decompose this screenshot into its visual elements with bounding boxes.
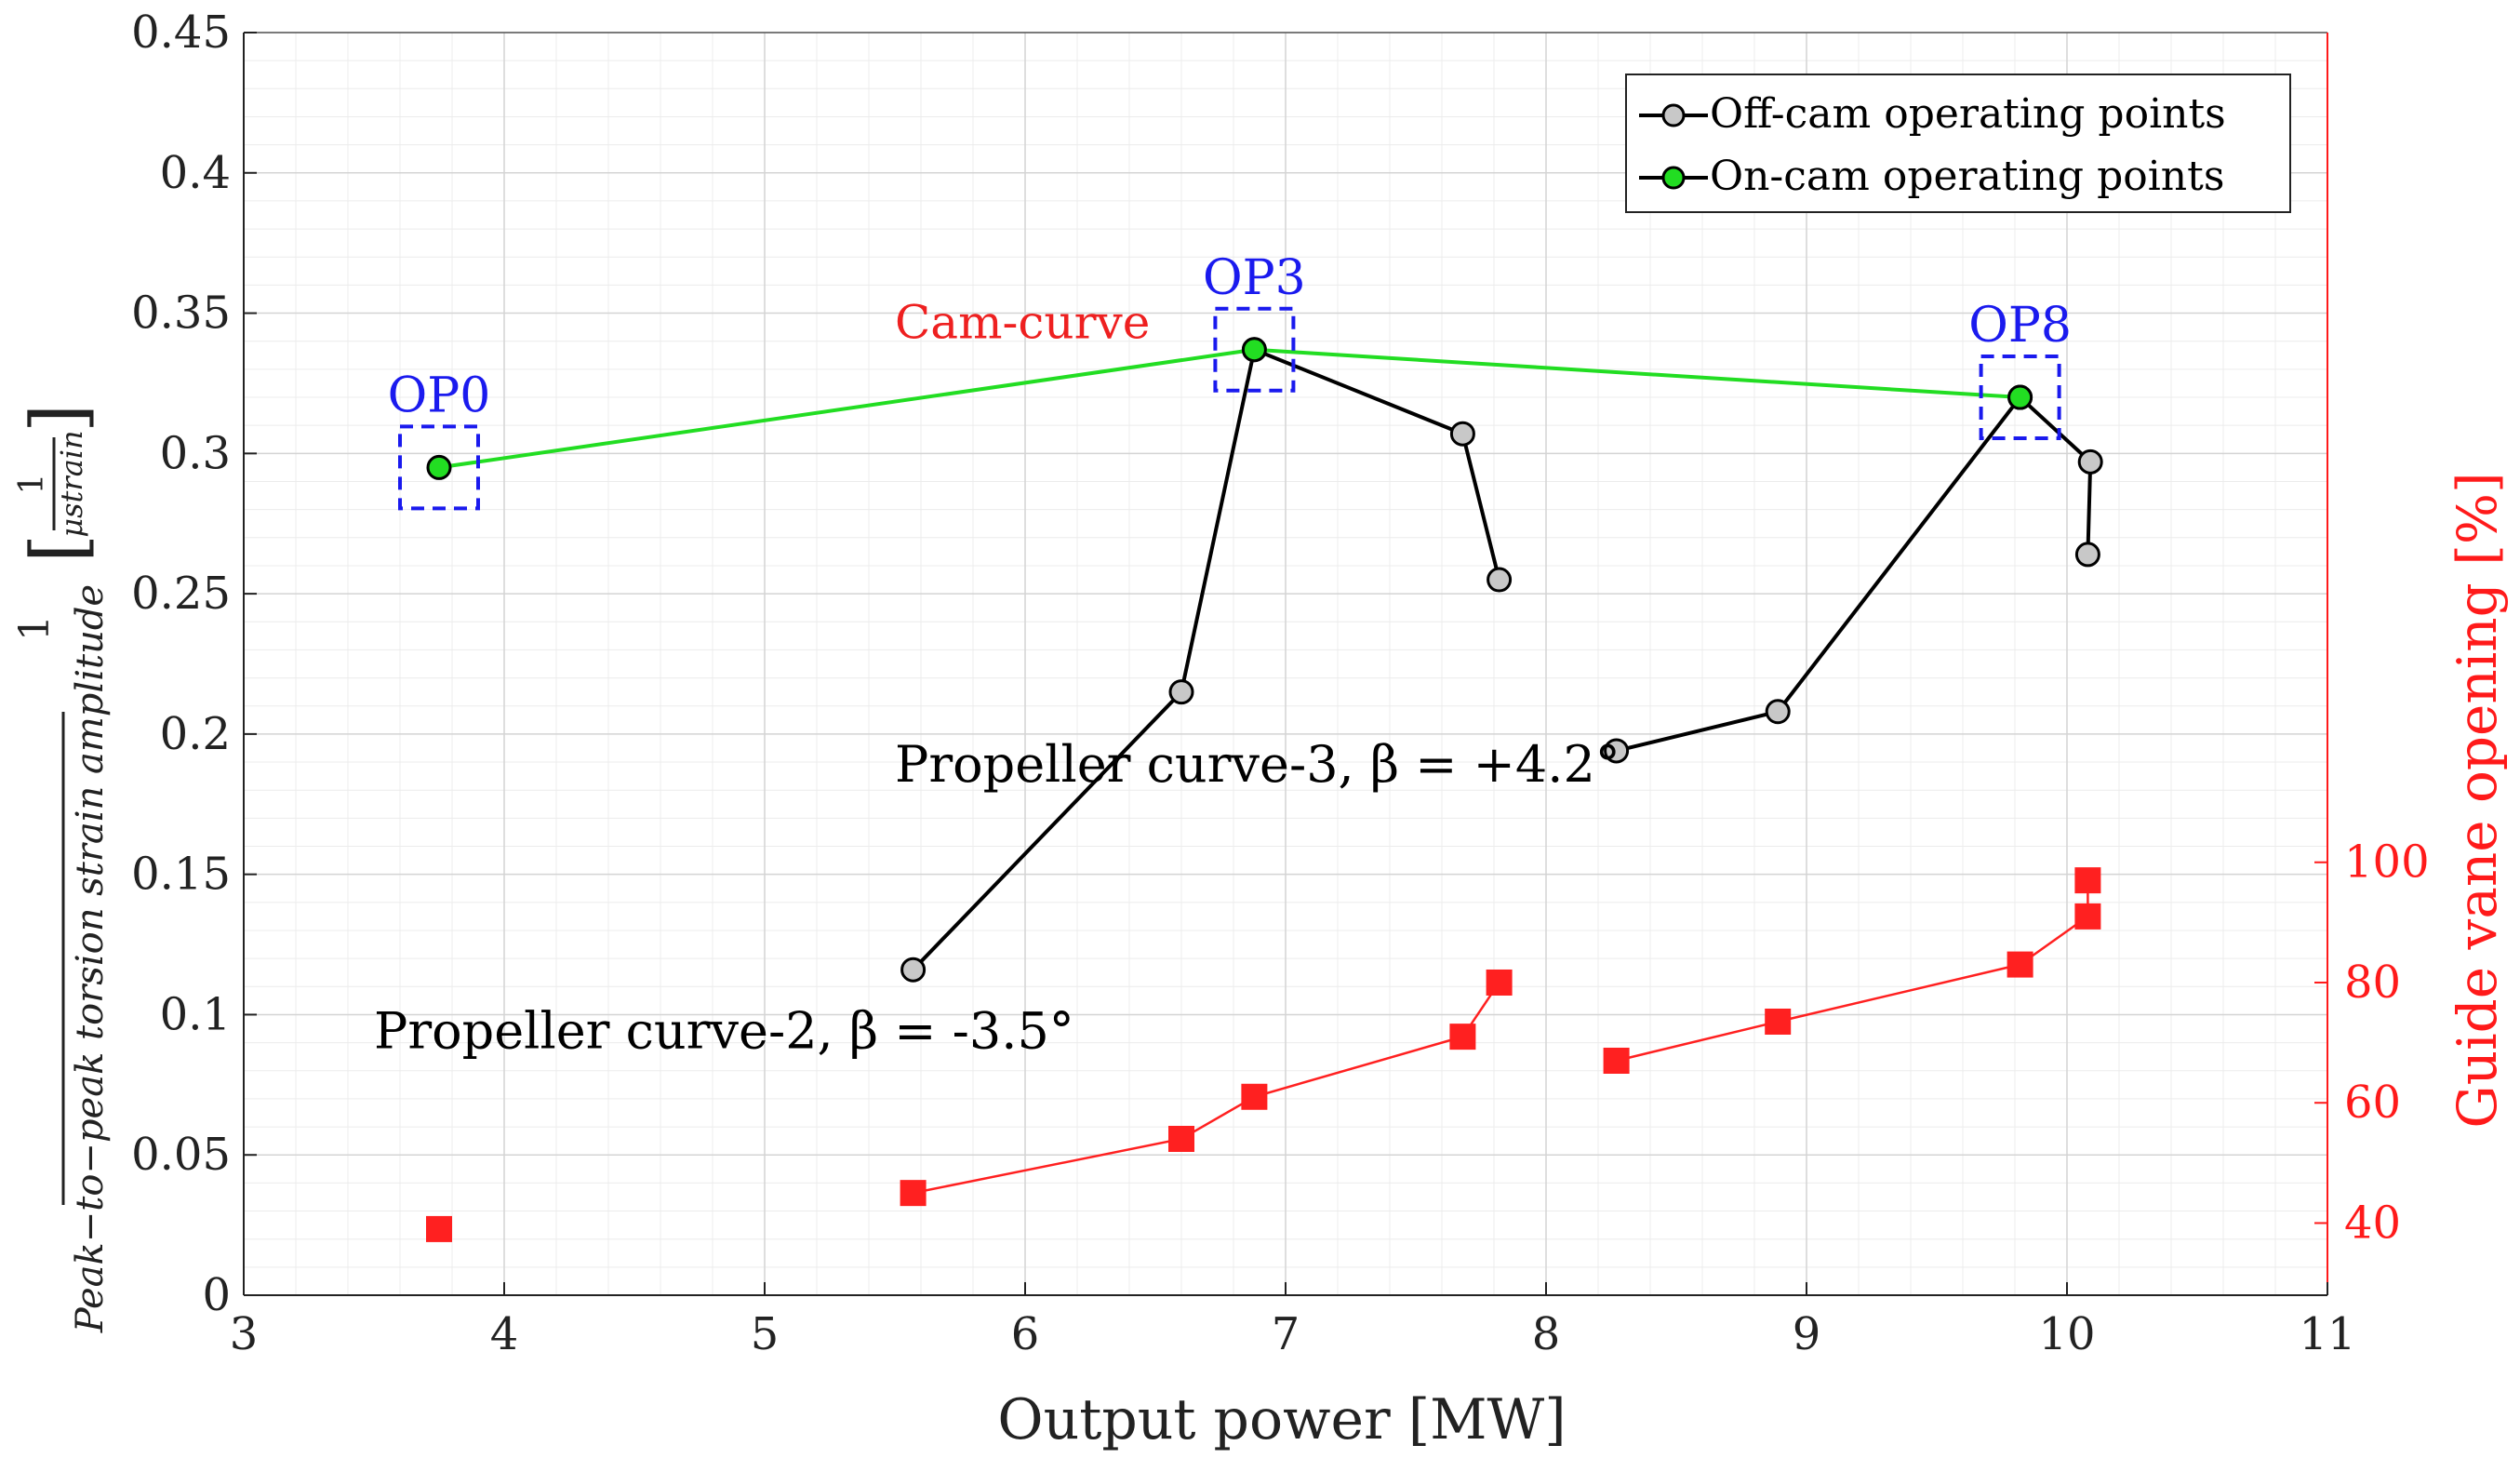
legend-label-on-cam: On-cam operating points bbox=[1710, 153, 2224, 200]
gvo-marker-4-0 bbox=[1603, 1047, 1630, 1074]
legend-marker-on-cam bbox=[1661, 166, 1686, 190]
legend-entry-on-cam: On-cam operating points bbox=[1639, 153, 2224, 200]
op-marker-0-4 bbox=[1487, 567, 1513, 593]
y-label-unit-denominator: μstrain bbox=[54, 430, 89, 537]
op-highlight-box-op0 bbox=[398, 424, 480, 511]
y-tick-label: 0.2 bbox=[160, 708, 231, 760]
series-layer bbox=[426, 337, 2103, 1242]
annotation-layer: OP0 OP3 OP8 Cam-curve Propeller curve-2, β =… bbox=[374, 250, 2072, 1061]
op-marker-1-0 bbox=[1604, 738, 1630, 764]
legend-box bbox=[1625, 74, 2291, 213]
gvo-marker-3-4 bbox=[1486, 969, 1513, 996]
y-tick-label: 0.45 bbox=[131, 7, 231, 59]
y-tick-label: 0.3 bbox=[160, 427, 231, 479]
op-marker-0-1 bbox=[1168, 679, 1194, 705]
x-tick-label: 11 bbox=[2299, 1308, 2355, 1360]
legend-label-off-cam: Off-cam operating points bbox=[1710, 90, 2226, 138]
y-axis-label: 1 Peak−to−peak torsion strain amplitude … bbox=[11, 404, 112, 1333]
op-label-op3: OP3 bbox=[1203, 250, 1306, 306]
y2-tick-label: 60 bbox=[2344, 1077, 2401, 1129]
y-label-fraction-denominator: Peak−to−peak torsion strain amplitude bbox=[69, 584, 112, 1333]
y-tick-label: 0.1 bbox=[160, 988, 231, 1040]
gvo-marker-4-3 bbox=[2074, 903, 2101, 930]
gvo-marker-4-1 bbox=[1765, 1008, 1792, 1035]
y-tick-label: 0.25 bbox=[131, 568, 231, 620]
y-label-bracket-left: [ bbox=[15, 534, 101, 563]
op-marker-0-3 bbox=[1449, 421, 1475, 447]
annotation-text-3: Cam-curve bbox=[895, 296, 1150, 350]
legend: Off-cam operating points On-cam operatin… bbox=[1625, 74, 2291, 213]
x-tick-label: 8 bbox=[1532, 1308, 1561, 1360]
y2-tick-label: 100 bbox=[2344, 836, 2430, 889]
y-tick-label: 0.05 bbox=[131, 1129, 231, 1181]
op-marker-0-0 bbox=[900, 957, 927, 983]
y-label-bracket-right: ] bbox=[15, 404, 101, 433]
x-tick-label: 3 bbox=[230, 1308, 259, 1360]
op-marker-2-2 bbox=[2007, 384, 2033, 410]
gvo-marker-3-3 bbox=[1449, 1024, 1476, 1050]
y-tick-label: 0.4 bbox=[160, 147, 231, 199]
y-label-fraction-numerator: 1 bbox=[11, 615, 59, 641]
op-marker-2-1 bbox=[1241, 337, 1267, 363]
x-tick-label: 4 bbox=[490, 1308, 519, 1360]
x-tick-label: 6 bbox=[1011, 1308, 1040, 1360]
x-tick-label: 7 bbox=[1272, 1308, 1300, 1360]
legend-entry-off-cam: Off-cam operating points bbox=[1639, 90, 2226, 138]
op-marker-1-4 bbox=[2074, 542, 2100, 568]
op-label-op0: OP0 bbox=[388, 368, 491, 423]
legend-marker-off-cam bbox=[1661, 103, 1686, 127]
annotation-text-4: Propeller curve-2, β = -3.5° bbox=[374, 1002, 1074, 1061]
x-tick-label: 10 bbox=[2038, 1308, 2095, 1360]
op-marker-1-1 bbox=[1765, 699, 1791, 725]
annotation-text-5: Propeller curve-3, β = +4.2° bbox=[895, 735, 1620, 794]
gvo-marker-3-0 bbox=[900, 1180, 927, 1207]
axes-layer: 3 4 5 6 7 8 9 10 11 0 0.05 0.1 0.15 0.2 0.25 0.3 0.35 0.4… bbox=[131, 7, 2430, 1360]
gvo-marker-3-1 bbox=[1168, 1125, 1194, 1152]
op-marker-2-0 bbox=[426, 454, 452, 480]
gvo-marker-5-0 bbox=[426, 1215, 452, 1242]
op-label-op8: OP8 bbox=[1968, 298, 2072, 354]
op-highlight-box-op8 bbox=[1979, 355, 2061, 441]
x-tick-label: 5 bbox=[751, 1308, 780, 1360]
op-marker-1-3 bbox=[2077, 448, 2103, 475]
y2-tick-label: 40 bbox=[2344, 1197, 2401, 1249]
x-axis-label: Output power [MW] bbox=[997, 1387, 1566, 1452]
y-tick-label: 0.35 bbox=[131, 288, 231, 340]
x-tick-label: 9 bbox=[1793, 1308, 1821, 1360]
gvo-marker-4-4 bbox=[2074, 867, 2101, 894]
y2-tick-label: 80 bbox=[2344, 957, 2401, 1009]
y-label-unit-numerator: 1 bbox=[13, 474, 51, 495]
gvo-marker-4-2 bbox=[2007, 951, 2033, 978]
y-tick-label: 0.15 bbox=[131, 849, 231, 901]
y-tick-label: 0 bbox=[202, 1269, 231, 1321]
gvo-marker-3-2 bbox=[1241, 1083, 1268, 1110]
op-highlight-box-op3 bbox=[1213, 306, 1296, 393]
y2-axis-label: Guide vane opening [%] bbox=[2446, 472, 2509, 1128]
